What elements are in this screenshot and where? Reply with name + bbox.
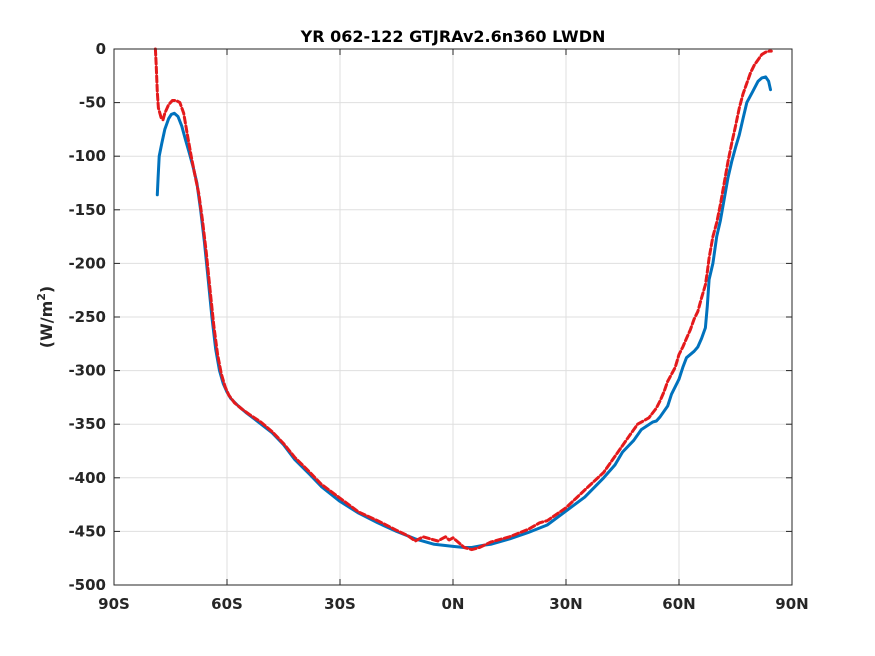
y-tick-label: -450 — [68, 522, 106, 540]
y-axis-label-superscript: 2 — [35, 293, 48, 301]
y-tick-label: -300 — [68, 362, 106, 380]
data-series — [153, 47, 773, 552]
axis-ticks: 90S 60S 30S 0N 30N 60N 90N 0 -50 -100 -150 -200 -250… — [68, 40, 808, 613]
y-axis-label-close: ) — [37, 286, 56, 293]
x-tick-label: 90N — [775, 595, 808, 613]
x-tick-label: 60S — [211, 595, 243, 613]
x-tick-label: 0N — [442, 595, 465, 613]
x-tick-label: 60N — [662, 595, 695, 613]
x-tick-label: 30S — [324, 595, 356, 613]
y-axis-label-text: (W/m — [37, 301, 56, 348]
series-line-2 — [153, 47, 773, 552]
x-tick-label: 90S — [98, 595, 130, 613]
y-tick-label: -200 — [68, 254, 106, 272]
y-tick-label: -500 — [68, 576, 106, 594]
y-axis-label: (W/m2) — [35, 286, 56, 348]
x-tick-label: 30N — [549, 595, 582, 613]
y-tick-label: -100 — [68, 147, 106, 165]
y-tick-label: -400 — [68, 469, 106, 487]
y-tick-label: -350 — [68, 415, 106, 433]
chart-title: YR 062-122 GTJRAv2.6n360 LWDN — [300, 27, 606, 46]
y-tick-label: 0 — [96, 40, 106, 58]
y-tick-label: -150 — [68, 201, 106, 219]
y-tick-label: -250 — [68, 308, 106, 326]
y-tick-label: -50 — [79, 94, 106, 112]
